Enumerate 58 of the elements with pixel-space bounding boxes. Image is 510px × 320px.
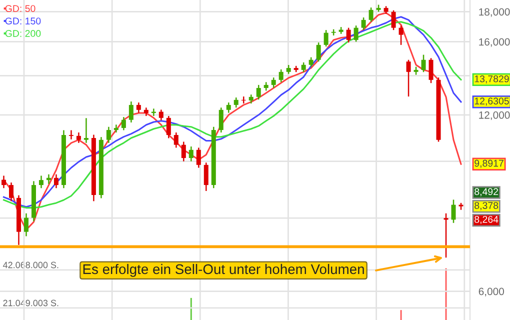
candlestick — [444, 212, 448, 258]
legend-label: GD: 150 — [5, 18, 41, 24]
candlestick — [271, 76, 276, 88]
candlestick — [218, 106, 224, 134]
candlestick — [188, 146, 194, 162]
candlestick — [76, 132, 81, 144]
candlestick — [361, 16, 366, 31]
candlestick — [398, 24, 404, 46]
candlestick — [324, 29, 328, 48]
annotation: 12,6305 — [474, 98, 509, 106]
candlestick — [196, 147, 201, 168]
candlestick — [114, 124, 118, 134]
text: 8,492 — [474, 188, 498, 196]
candlestick — [106, 126, 111, 144]
y-tick-label: 18,000 — [479, 8, 510, 17]
candlestick — [128, 100, 134, 124]
candlestick — [278, 68, 284, 83]
y-tick-label: 12,000 — [479, 111, 510, 120]
candlestick — [84, 117, 88, 144]
candlestick — [391, 10, 396, 31]
annotation: Es erfolgte ein Sell-Out unter hohem Volumen — [83, 264, 364, 277]
candlestick — [121, 116, 126, 131]
y-tick-label: 6,000 — [478, 288, 504, 296]
text: 8,264 — [474, 216, 498, 224]
candlestick — [428, 58, 434, 84]
annotation: 9,8917 — [474, 160, 504, 168]
legend-label: GD: 200 — [5, 30, 41, 37]
annotation: 13,7829 — [474, 75, 509, 84]
y2-tick-label: 21.049.003 S. — [3, 300, 58, 306]
annotation: 8,378 — [474, 202, 498, 210]
candlestick — [8, 182, 14, 202]
candlestick — [226, 102, 231, 114]
candlestick — [301, 62, 306, 73]
candlestick — [181, 141, 186, 162]
candlestick — [234, 96, 238, 108]
candlestick — [308, 56, 314, 68]
legend-label: GD: 50 — [5, 5, 36, 12]
candlestick — [346, 27, 351, 44]
candlestick — [24, 212, 28, 237]
candlestick — [136, 102, 141, 114]
candlestick — [256, 84, 261, 100]
candlestick — [368, 6, 374, 22]
candlestick — [204, 162, 208, 192]
candlestick — [2, 175, 6, 189]
candlestick — [54, 174, 58, 189]
candlestick — [354, 24, 358, 42]
y2-tick-label: 42.068.000 S. — [2, 262, 58, 268]
candlestick — [406, 59, 411, 98]
candlestick — [166, 115, 171, 139]
candlestick — [451, 199, 456, 224]
candlestick — [46, 174, 51, 185]
candlestick — [316, 42, 321, 62]
candlestick — [68, 130, 74, 140]
candlestick — [421, 54, 426, 73]
candlestick — [158, 109, 164, 121]
candlestick — [174, 132, 178, 148]
y-tick-label: 16,000 — [479, 38, 510, 47]
candlestick — [38, 175, 44, 189]
